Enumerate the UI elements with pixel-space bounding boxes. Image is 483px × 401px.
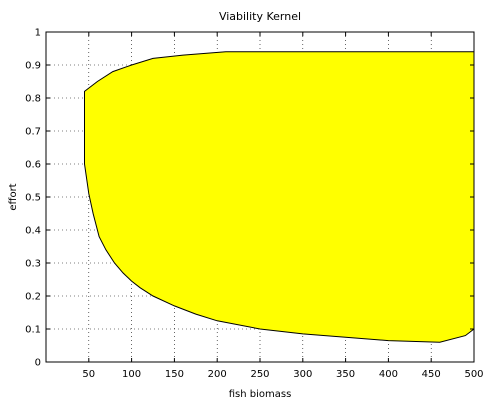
x-tick-label-50: 50 <box>82 369 95 380</box>
x-tick-label-450: 450 <box>422 369 441 380</box>
y-tick-label-0.2: 0.2 <box>25 292 41 303</box>
x-tick-label-300: 300 <box>293 369 312 380</box>
y-tick-label-1: 1 <box>35 28 41 39</box>
x-tick-label-250: 250 <box>250 369 269 380</box>
viability-kernel-area <box>84 51 475 343</box>
y-tick-label-0.8: 0.8 <box>25 94 41 105</box>
y-tick-label-0.4: 0.4 <box>25 226 41 237</box>
y-tick-label-0.6: 0.6 <box>25 160 41 171</box>
y-tick-label-0: 0 <box>35 358 41 369</box>
x-tick-label-500: 500 <box>464 369 483 380</box>
x-tick-label-400: 400 <box>379 369 398 380</box>
y-tick-label-0.1: 0.1 <box>25 325 41 336</box>
y-tick-label-0.9: 0.9 <box>25 61 41 72</box>
chart-title: Viability Kernel <box>219 10 301 23</box>
y-tick-label-0.7: 0.7 <box>25 127 41 138</box>
x-tick-label-200: 200 <box>208 369 227 380</box>
x-tick-label-150: 150 <box>165 369 184 380</box>
x-tick-label-350: 350 <box>336 369 355 380</box>
y-tick-label-0.3: 0.3 <box>25 259 41 270</box>
x-tick-label-100: 100 <box>122 369 141 380</box>
y-axis-label: effort <box>8 183 19 210</box>
x-axis-label: fish biomass <box>229 389 292 400</box>
y-tick-label-0.5: 0.5 <box>25 193 41 204</box>
ticks-layer: 50 100 150 200 250 300 350 400 450 500 0 0.1 0.2 0.3 0… <box>25 28 483 381</box>
